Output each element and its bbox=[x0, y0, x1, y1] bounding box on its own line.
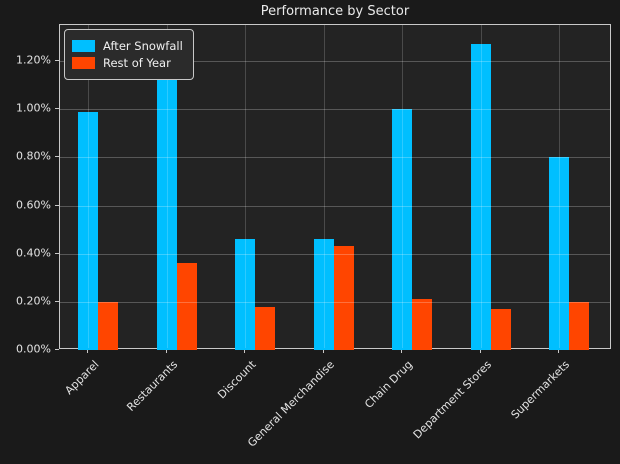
x-tick-mark-icon bbox=[558, 349, 559, 353]
y-gridline bbox=[60, 205, 610, 207]
y-tick-label: 0.60% bbox=[16, 198, 51, 212]
x-gridline bbox=[402, 25, 403, 348]
plot-area bbox=[59, 24, 611, 350]
y-tick-mark-icon bbox=[55, 108, 59, 110]
x-tick-label-text: Restaurants bbox=[123, 358, 180, 414]
rest-of-year-bar-1 bbox=[176, 263, 197, 350]
legend: After Snowfall Rest of Year bbox=[64, 29, 194, 80]
y-tick-mark-icon bbox=[55, 60, 59, 62]
y-tick-label: 0.80% bbox=[16, 149, 51, 163]
y-tick-mark-icon bbox=[55, 252, 59, 254]
x-tick-label-text: Department Stores bbox=[410, 358, 494, 442]
x-gridline bbox=[166, 25, 168, 348]
x-tick-mark-icon bbox=[244, 349, 245, 353]
rest-of-year-bar-2 bbox=[255, 306, 275, 350]
after-snowfall-bar-6 bbox=[549, 157, 569, 350]
x-tick-mark-icon bbox=[165, 349, 167, 353]
rest-of-year-bar-4 bbox=[412, 299, 432, 350]
x-tick-label-text: Apparel bbox=[62, 358, 102, 398]
y-gridline bbox=[60, 61, 610, 63]
after-snowfall-bar-3 bbox=[313, 239, 334, 350]
after-snowfall-bar-4 bbox=[392, 109, 412, 350]
x-gridline bbox=[323, 25, 325, 348]
y-gridline bbox=[60, 157, 610, 159]
y-tick-label: 0.20% bbox=[16, 294, 51, 308]
x-tick-label-text: Chain Drug bbox=[362, 358, 416, 411]
legend-item-after-snowfall: After Snowfall bbox=[72, 39, 183, 53]
x-gridline bbox=[88, 25, 89, 348]
rest-of-year-bar-0 bbox=[98, 301, 118, 350]
x-tick-mark-icon bbox=[479, 349, 481, 353]
x-tick-label-text: Discount bbox=[214, 358, 259, 402]
after-snowfall-bar-0 bbox=[78, 111, 98, 350]
y-tick-label: 0.40% bbox=[16, 246, 51, 260]
chart-title: Performance by Sector bbox=[260, 4, 410, 19]
after-snowfall-bar-2 bbox=[235, 239, 255, 350]
y-tick-mark-icon bbox=[55, 349, 59, 350]
rest-of-year-bar-3 bbox=[333, 246, 354, 350]
y-tick-mark-icon bbox=[55, 204, 59, 206]
x-tick-label-text: General Merchandise bbox=[245, 358, 337, 450]
after-snowfall-bar-1 bbox=[156, 77, 177, 350]
x-gridline bbox=[245, 25, 246, 348]
rest-of-year-bar-6 bbox=[569, 301, 589, 350]
x-gridline bbox=[480, 25, 482, 348]
y-tick-label: 0.00% bbox=[16, 342, 51, 356]
y-tick-mark-icon bbox=[55, 300, 59, 302]
x-gridline bbox=[559, 25, 560, 348]
legend-item-rest-of-year: Rest of Year bbox=[72, 56, 183, 70]
x-tick-mark-icon bbox=[401, 349, 402, 353]
x-tick-mark-icon bbox=[322, 349, 324, 353]
rest-of-year-bar-5 bbox=[490, 309, 511, 350]
rest-of-year-swatch-icon bbox=[72, 57, 95, 69]
legend-label: Rest of Year bbox=[103, 56, 171, 70]
y-tick-label: 1.20% bbox=[16, 53, 51, 67]
x-tick-label-text: Supermarkets bbox=[508, 358, 573, 422]
after-snowfall-bar-5 bbox=[470, 44, 491, 350]
y-tick-label: 1.00% bbox=[16, 101, 51, 115]
legend-label: After Snowfall bbox=[103, 39, 183, 53]
y-gridline bbox=[60, 253, 610, 255]
y-gridline bbox=[60, 109, 610, 111]
after-snowfall-swatch-icon bbox=[72, 40, 95, 52]
y-tick-mark-icon bbox=[55, 156, 59, 158]
y-gridline bbox=[60, 301, 610, 303]
x-tick-mark-icon bbox=[87, 349, 88, 353]
